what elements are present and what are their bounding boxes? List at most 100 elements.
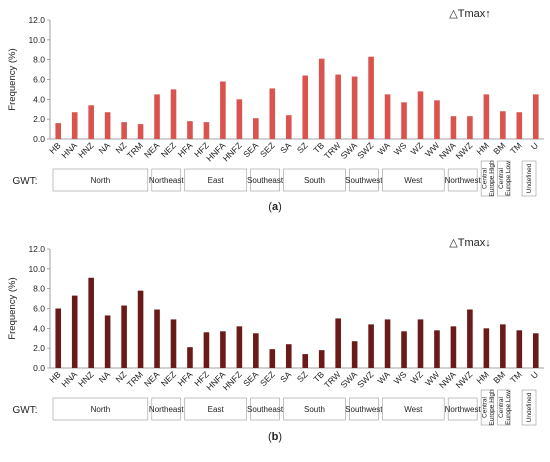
chart-title: △Tmax↑ — [449, 8, 490, 20]
chart-title: △Tmax↓ — [449, 237, 490, 249]
bar-bm — [500, 111, 506, 139]
gwt-group-box — [151, 397, 182, 421]
bar-wz — [417, 91, 424, 139]
x-tick-label: SEZ — [258, 369, 277, 388]
x-tick-label: NEZ — [159, 369, 178, 388]
x-tick-label: NEA — [142, 369, 162, 389]
gwt-group-box — [447, 168, 478, 192]
bar-sez — [269, 349, 276, 368]
y-tick-label: 10.0 — [28, 35, 45, 45]
gwt-group-label: Northeast — [149, 405, 184, 414]
gwt-group-label: South — [304, 176, 325, 185]
bar-wa — [384, 319, 391, 368]
bar-nwz — [467, 309, 473, 368]
gwt-group-box — [349, 168, 379, 192]
y-axis-label: Frequency (%) — [7, 48, 18, 110]
x-tick-label: SWA — [339, 140, 360, 161]
x-tick-label: U — [529, 369, 540, 380]
gwt-group-label: Northeast — [149, 176, 184, 185]
chart-panel-2: △Tmax↓ Frequency (%) 0.0 2.0 4.0 6.0 8.0 10.0 12… — [7, 237, 544, 443]
gwt-group-box — [283, 168, 346, 192]
bar-swz — [368, 56, 374, 139]
y-tick-label: 0.0 — [33, 134, 45, 144]
bar-nez — [170, 319, 177, 368]
x-tick-label: BM — [491, 369, 507, 385]
gwt-group-label: Southeast — [247, 405, 284, 414]
x-tick-label: TRW — [322, 140, 343, 161]
bar-trm — [137, 124, 144, 139]
x-tick-label: HNZ — [76, 140, 95, 159]
gwt-group-label: West — [404, 176, 423, 185]
x-tick-label: SWZ — [355, 369, 375, 389]
gwt-group-box — [497, 160, 511, 197]
bar-hna — [71, 112, 78, 139]
bar-hnfz — [236, 326, 243, 368]
gwt-group-box — [349, 397, 379, 421]
bar-ws — [401, 331, 407, 368]
gwt-group-label: Northwest — [445, 405, 482, 414]
bar-hnz — [88, 105, 94, 139]
x-tick-label: WA — [375, 369, 392, 386]
bar-hb — [55, 308, 62, 368]
bar-u — [532, 94, 539, 139]
x-tick-label: TM — [508, 369, 524, 385]
bar-ww — [434, 330, 440, 368]
x-tick-label: HM — [474, 369, 490, 385]
bar-trm — [137, 290, 144, 368]
bar-nwa — [450, 116, 457, 139]
y-axis-label: Frequency (%) — [7, 277, 18, 339]
bar-ws — [401, 102, 407, 139]
gwt-group-label: East — [208, 405, 225, 414]
bar-hm — [483, 328, 490, 368]
bar-swz — [368, 324, 374, 368]
bar-hfz — [203, 332, 210, 368]
x-tick-label: NWZ — [454, 369, 475, 390]
gwt-group-box — [184, 168, 247, 192]
bar-hna — [71, 295, 78, 368]
bar-sea — [253, 118, 259, 139]
bar-nwa — [450, 326, 457, 368]
y-tick-label: 6.0 — [33, 304, 45, 314]
bar-sz — [302, 354, 309, 368]
gwt-axis-label: GWT: — [13, 405, 38, 416]
x-tick-label: SWA — [339, 369, 360, 390]
gwt-group-box — [497, 389, 511, 426]
x-tick-label: SA — [278, 369, 293, 384]
x-tick-label: NWA — [437, 369, 458, 390]
bar-hfa — [187, 347, 193, 368]
gwt-group-label: CentralEurope High — [481, 389, 495, 426]
bar-wz — [417, 319, 424, 368]
gwt-group-box — [521, 389, 537, 426]
gwt-group-box — [447, 397, 478, 421]
gwt-group-box — [52, 397, 149, 421]
bar-nez — [170, 89, 177, 139]
bar-sa — [285, 344, 292, 368]
gwt-group-box — [382, 168, 445, 192]
x-tick-label: HNA — [59, 140, 79, 160]
gwt-group-label: Northwest — [445, 176, 482, 185]
bar-tb — [318, 58, 325, 139]
bar-hfa — [187, 121, 193, 139]
y-tick-label: 12.0 — [28, 15, 45, 25]
panel-label: (a) — [268, 201, 281, 213]
x-tick-label: WA — [375, 140, 392, 157]
x-tick-label: NEA — [142, 140, 162, 160]
bar-nea — [154, 94, 160, 139]
gwt-group-label: East — [208, 176, 225, 185]
bar-hnfa — [220, 331, 226, 368]
y-tick-label: 6.0 — [33, 75, 45, 85]
x-tick-label: HNA — [59, 369, 79, 389]
x-tick-label: NWZ — [454, 140, 475, 161]
gwt-group-label: CentralEurope Low — [498, 390, 512, 425]
x-tick-label: SA — [278, 140, 293, 155]
gwt-group-label: Southwest — [345, 405, 383, 414]
gwt-group-box — [151, 168, 182, 192]
bar-nea — [154, 309, 160, 368]
bar-ww — [434, 100, 440, 139]
x-tick-label: SZ — [295, 369, 310, 384]
y-tick-label: 12.0 — [28, 244, 45, 254]
gwt-group-label: Undefined — [526, 392, 533, 422]
gwt-axis-label: GWT: — [13, 176, 38, 187]
x-tick-label: BM — [491, 140, 507, 156]
